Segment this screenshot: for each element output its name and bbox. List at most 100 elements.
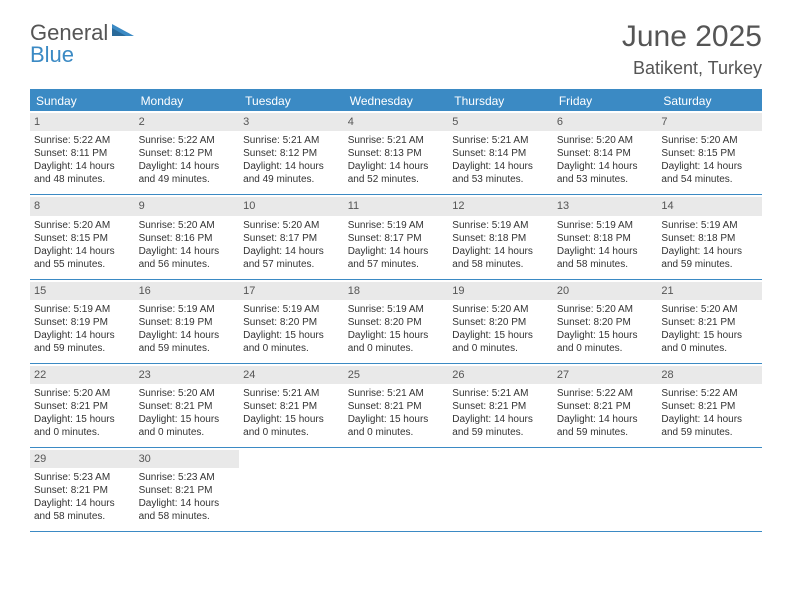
day-number: 21 (657, 282, 762, 300)
day-day2: and 0 minutes. (243, 426, 340, 439)
weekday: Thursday (448, 91, 553, 111)
calendar-day: 14Sunrise: 5:19 AMSunset: 8:18 PMDayligh… (657, 195, 762, 278)
day-day1: Daylight: 14 hours (661, 413, 758, 426)
day-day1: Daylight: 14 hours (661, 245, 758, 258)
weekday: Wednesday (344, 91, 449, 111)
day-sunrise: Sunrise: 5:20 AM (661, 134, 758, 147)
day-sunrise: Sunrise: 5:19 AM (34, 303, 131, 316)
calendar-day: 15Sunrise: 5:19 AMSunset: 8:19 PMDayligh… (30, 280, 135, 363)
day-sunrise: Sunrise: 5:23 AM (139, 471, 236, 484)
day-day2: and 0 minutes. (348, 426, 445, 439)
weekday: Friday (553, 91, 658, 111)
calendar-day: 6Sunrise: 5:20 AMSunset: 8:14 PMDaylight… (553, 111, 658, 194)
day-day1: Daylight: 14 hours (243, 245, 340, 258)
calendar-day: 20Sunrise: 5:20 AMSunset: 8:20 PMDayligh… (553, 280, 658, 363)
day-day2: and 59 minutes. (34, 342, 131, 355)
day-day2: and 59 minutes. (557, 426, 654, 439)
day-day1: Daylight: 14 hours (34, 245, 131, 258)
day-sunset: Sunset: 8:16 PM (139, 232, 236, 245)
day-sunset: Sunset: 8:12 PM (139, 147, 236, 160)
day-sunrise: Sunrise: 5:21 AM (348, 134, 445, 147)
day-sunset: Sunset: 8:18 PM (557, 232, 654, 245)
day-sunrise: Sunrise: 5:23 AM (34, 471, 131, 484)
header: General June 2025 Batikent, Turkey (30, 20, 762, 79)
title-block: June 2025 Batikent, Turkey (622, 20, 762, 79)
day-number: 22 (30, 366, 135, 384)
day-day1: Daylight: 15 hours (34, 413, 131, 426)
day-day2: and 57 minutes. (348, 258, 445, 271)
day-day1: Daylight: 15 hours (243, 329, 340, 342)
calendar-day: 16Sunrise: 5:19 AMSunset: 8:19 PMDayligh… (135, 280, 240, 363)
day-day2: and 52 minutes. (348, 173, 445, 186)
calendar-day: 12Sunrise: 5:19 AMSunset: 8:18 PMDayligh… (448, 195, 553, 278)
day-sunrise: Sunrise: 5:20 AM (34, 219, 131, 232)
logo-line2: Blue (30, 42, 74, 68)
day-number: 19 (448, 282, 553, 300)
day-day2: and 54 minutes. (661, 173, 758, 186)
day-sunrise: Sunrise: 5:22 AM (557, 387, 654, 400)
day-day1: Daylight: 14 hours (243, 160, 340, 173)
location: Batikent, Turkey (622, 58, 762, 79)
day-sunrise: Sunrise: 5:22 AM (139, 134, 236, 147)
calendar-day: 27Sunrise: 5:22 AMSunset: 8:21 PMDayligh… (553, 364, 658, 447)
day-sunset: Sunset: 8:13 PM (348, 147, 445, 160)
calendar-day: 3Sunrise: 5:21 AMSunset: 8:12 PMDaylight… (239, 111, 344, 194)
day-day2: and 53 minutes. (557, 173, 654, 186)
day-sunrise: Sunrise: 5:19 AM (557, 219, 654, 232)
calendar-day: 7Sunrise: 5:20 AMSunset: 8:15 PMDaylight… (657, 111, 762, 194)
calendar-day (553, 448, 658, 531)
calendar-day: 11Sunrise: 5:19 AMSunset: 8:17 PMDayligh… (344, 195, 449, 278)
day-day1: Daylight: 14 hours (139, 497, 236, 510)
day-day1: Daylight: 14 hours (557, 413, 654, 426)
calendar-day (657, 448, 762, 531)
day-sunrise: Sunrise: 5:20 AM (243, 219, 340, 232)
day-sunset: Sunset: 8:21 PM (348, 400, 445, 413)
day-day1: Daylight: 15 hours (661, 329, 758, 342)
day-sunset: Sunset: 8:21 PM (661, 400, 758, 413)
calendar-week: 22Sunrise: 5:20 AMSunset: 8:21 PMDayligh… (30, 364, 762, 448)
day-sunrise: Sunrise: 5:20 AM (452, 303, 549, 316)
day-sunset: Sunset: 8:11 PM (34, 147, 131, 160)
day-number: 3 (239, 113, 344, 131)
day-day1: Daylight: 14 hours (139, 329, 236, 342)
day-day1: Daylight: 14 hours (348, 245, 445, 258)
day-day2: and 59 minutes. (661, 426, 758, 439)
day-number: 6 (553, 113, 658, 131)
day-day1: Daylight: 15 hours (452, 329, 549, 342)
calendar-day: 21Sunrise: 5:20 AMSunset: 8:21 PMDayligh… (657, 280, 762, 363)
day-sunrise: Sunrise: 5:21 AM (243, 387, 340, 400)
day-sunrise: Sunrise: 5:21 AM (452, 134, 549, 147)
day-day1: Daylight: 15 hours (139, 413, 236, 426)
day-day1: Daylight: 14 hours (348, 160, 445, 173)
calendar-day: 10Sunrise: 5:20 AMSunset: 8:17 PMDayligh… (239, 195, 344, 278)
day-number: 15 (30, 282, 135, 300)
day-day2: and 48 minutes. (34, 173, 131, 186)
day-number: 26 (448, 366, 553, 384)
day-sunrise: Sunrise: 5:20 AM (661, 303, 758, 316)
day-number: 25 (344, 366, 449, 384)
calendar-day: 2Sunrise: 5:22 AMSunset: 8:12 PMDaylight… (135, 111, 240, 194)
day-sunset: Sunset: 8:20 PM (348, 316, 445, 329)
day-day2: and 0 minutes. (557, 342, 654, 355)
day-sunset: Sunset: 8:15 PM (34, 232, 131, 245)
day-number: 9 (135, 197, 240, 215)
day-number: 13 (553, 197, 658, 215)
day-sunset: Sunset: 8:17 PM (243, 232, 340, 245)
day-number: 30 (135, 450, 240, 468)
weekday: Tuesday (239, 91, 344, 111)
day-day2: and 0 minutes. (34, 426, 131, 439)
day-sunset: Sunset: 8:19 PM (34, 316, 131, 329)
day-day1: Daylight: 14 hours (557, 245, 654, 258)
day-sunset: Sunset: 8:21 PM (243, 400, 340, 413)
day-day1: Daylight: 15 hours (243, 413, 340, 426)
calendar-day: 22Sunrise: 5:20 AMSunset: 8:21 PMDayligh… (30, 364, 135, 447)
day-day1: Daylight: 14 hours (452, 160, 549, 173)
day-sunrise: Sunrise: 5:19 AM (452, 219, 549, 232)
calendar: Sunday Monday Tuesday Wednesday Thursday… (30, 89, 762, 532)
day-sunset: Sunset: 8:14 PM (557, 147, 654, 160)
day-sunrise: Sunrise: 5:19 AM (139, 303, 236, 316)
calendar-day (344, 448, 449, 531)
day-sunrise: Sunrise: 5:20 AM (557, 303, 654, 316)
day-sunset: Sunset: 8:18 PM (452, 232, 549, 245)
day-sunrise: Sunrise: 5:19 AM (661, 219, 758, 232)
